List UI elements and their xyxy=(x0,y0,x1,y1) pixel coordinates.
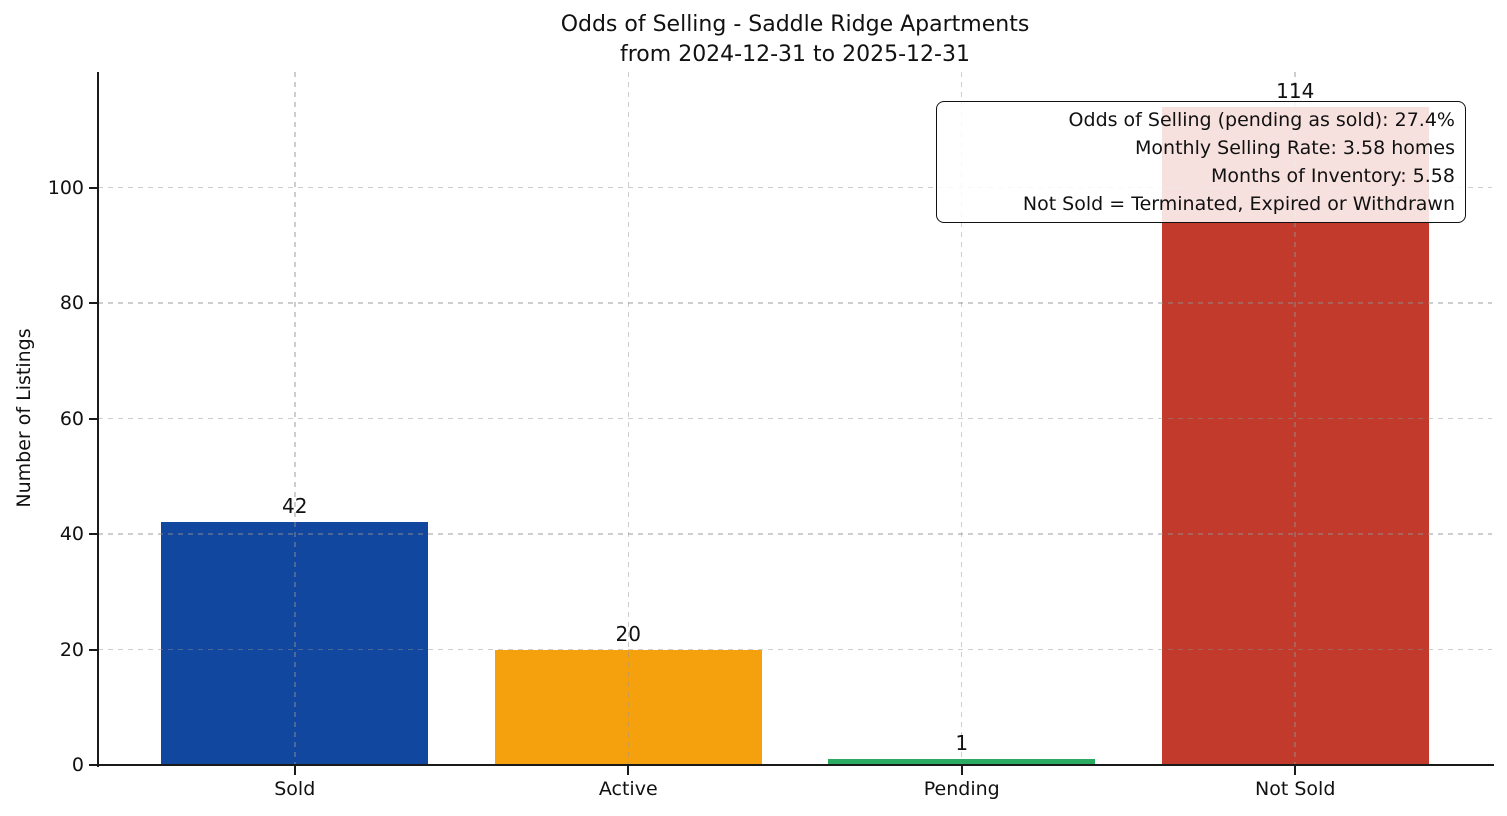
annotation-odds-of-selling: Odds of Selling (pending as sold): 27.4% xyxy=(1068,109,1455,131)
y-tick-label: 80 xyxy=(59,292,84,314)
x-tick-mark xyxy=(627,766,630,775)
chart-title-line2: from 2024-12-31 to 2025-12-31 xyxy=(620,42,970,67)
y-tick-mark xyxy=(89,648,98,651)
y-tick-mark xyxy=(89,186,98,189)
annotation-not-sold-definition: Not Sold = Terminated, Expired or Withdr… xyxy=(1022,193,1455,215)
bar-value-label: 42 xyxy=(282,494,308,519)
bar-value-label: 20 xyxy=(615,621,641,646)
y-tick-label: 20 xyxy=(59,638,84,661)
bar-sold xyxy=(161,522,429,765)
x-tick-label: Active xyxy=(598,778,658,800)
y-tick-label: 60 xyxy=(59,407,84,430)
bar-value-label: 1 xyxy=(955,731,969,756)
y-tick-mark xyxy=(89,302,98,304)
chart-title-line1: Odds of Selling - Saddle Ridge Apartment… xyxy=(560,12,1030,37)
x-axis-spine xyxy=(96,764,1494,766)
x-tick-label: Sold xyxy=(274,778,316,800)
y-tick-label: 100 xyxy=(47,176,84,199)
x-tick-mark xyxy=(293,766,296,775)
y-tick-label: 0 xyxy=(71,754,84,776)
bar-pending xyxy=(828,759,1096,765)
y-tick-mark xyxy=(89,764,98,766)
annotation-box: Odds of Selling (pending as sold): 27.4%… xyxy=(936,101,1466,223)
annotation-months-of-inventory: Months of Inventory: 5.58 xyxy=(1211,165,1455,187)
y-tick-mark xyxy=(89,417,98,420)
chart-title: Odds of Selling - Saddle Ridge Apartment… xyxy=(98,10,1492,70)
y-axis-label: Number of Listings xyxy=(13,328,35,508)
bar-active xyxy=(494,649,762,765)
bar-value-label: 114 xyxy=(1276,78,1315,103)
x-tick-mark xyxy=(1294,766,1297,775)
x-tick-mark xyxy=(960,766,963,775)
annotation-monthly-selling-rate: Monthly Selling Rate: 3.58 homes xyxy=(1135,137,1455,159)
y-tick-mark xyxy=(89,533,98,535)
y-axis-spine xyxy=(96,72,99,767)
x-tick-label: Pending xyxy=(923,778,1000,800)
y-tick-label: 40 xyxy=(59,523,84,545)
x-tick-label: Not Sold xyxy=(1255,778,1336,800)
